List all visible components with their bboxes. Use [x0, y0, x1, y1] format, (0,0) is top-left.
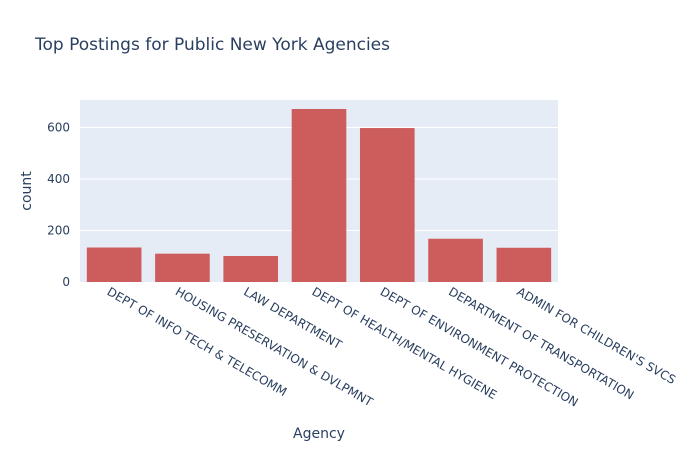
bar[interactable] [496, 247, 552, 282]
bar[interactable] [86, 247, 142, 282]
bar[interactable] [428, 238, 483, 282]
x-axis-title: Agency [293, 426, 345, 442]
bars [86, 109, 552, 282]
bar[interactable] [155, 253, 210, 282]
y-tick-label: 600 [47, 121, 70, 135]
y-tick-label: 0 [62, 275, 70, 289]
y-tick-label: 400 [47, 172, 70, 186]
chart-title: Top Postings for Public New York Agencie… [34, 35, 390, 55]
y-axis-title: count [19, 171, 35, 211]
y-tick-label: 200 [47, 224, 70, 238]
bar[interactable] [359, 128, 415, 282]
y-tick-labels: 0 200 400 600 [47, 121, 70, 289]
bar[interactable] [291, 109, 347, 282]
bar[interactable] [223, 256, 279, 282]
